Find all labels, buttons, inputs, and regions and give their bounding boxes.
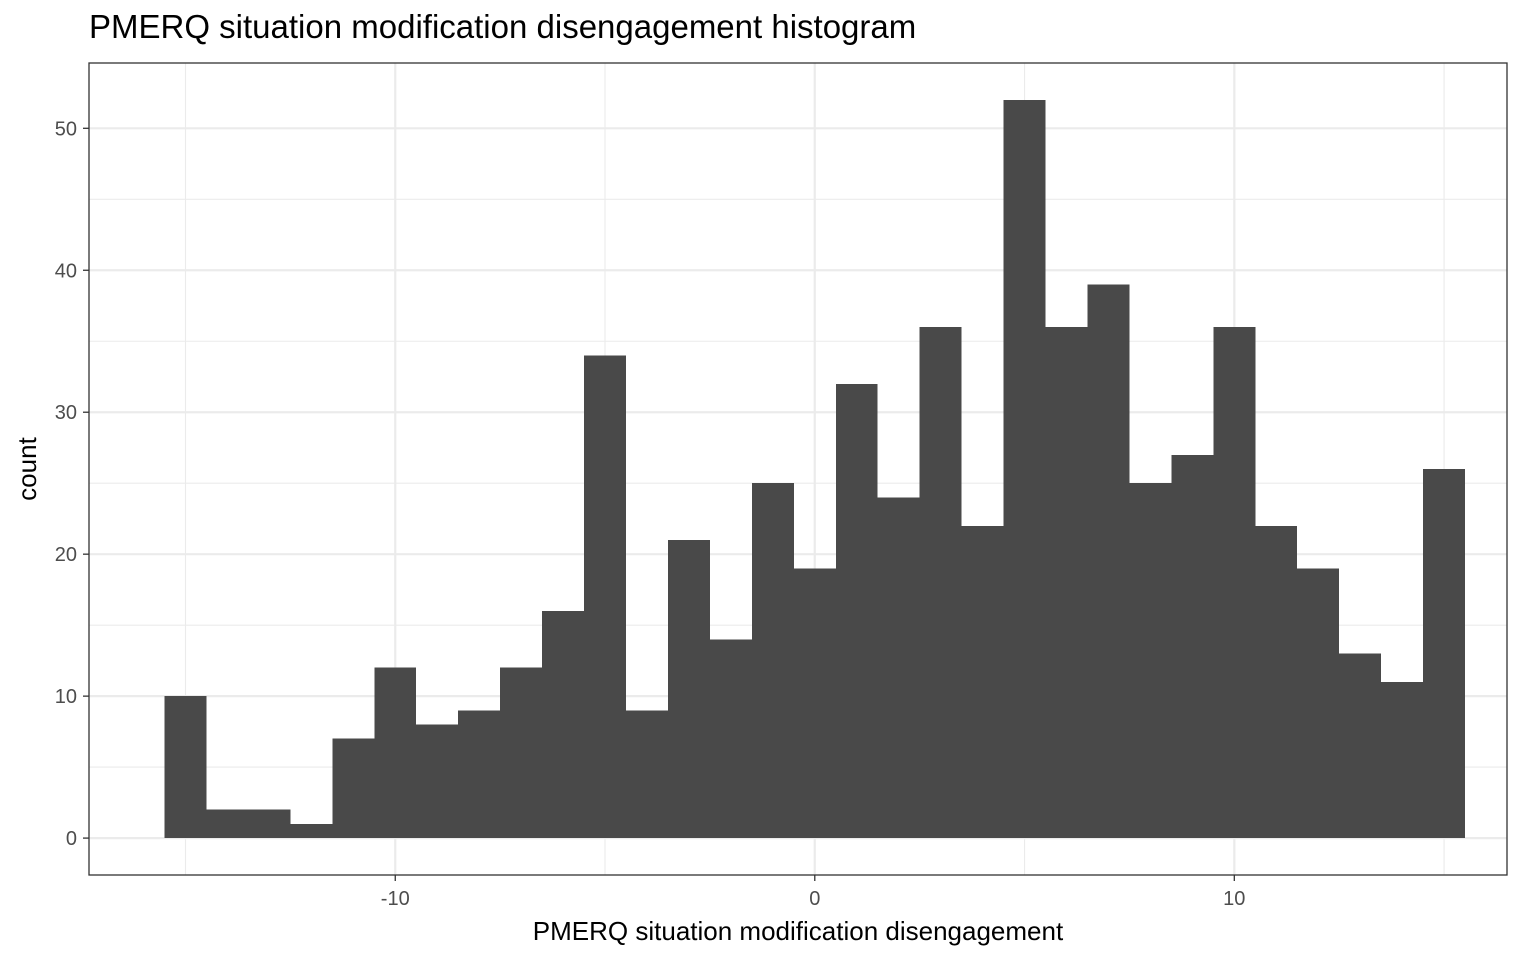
y-tick-label: 20	[55, 544, 77, 566]
histogram-bar	[1339, 653, 1382, 839]
histogram-bar	[500, 667, 543, 839]
x-tick-label: 10	[1223, 888, 1245, 910]
histogram-bar	[1255, 525, 1298, 839]
histogram-bar	[877, 497, 920, 839]
histogram-bar	[248, 809, 291, 839]
histogram-bar	[1129, 483, 1172, 839]
histogram-bar	[332, 738, 375, 839]
histogram-bar	[751, 483, 794, 839]
chart-title: PMERQ situation modification disengageme…	[89, 8, 917, 45]
x-axis-title: PMERQ situation modification disengageme…	[533, 916, 1064, 946]
x-axis-ticks: -10 0 10	[381, 875, 1245, 910]
x-tick-label: 0	[809, 888, 820, 910]
histogram-bars	[164, 99, 1466, 839]
histogram-bar	[1423, 469, 1466, 839]
y-axis-ticks: 0 10 20 30 40 50	[55, 118, 89, 850]
y-tick-label: 30	[55, 402, 77, 424]
histogram-bar	[1003, 99, 1046, 839]
histogram-bar	[709, 639, 752, 839]
histogram-bar	[625, 710, 668, 839]
histogram-bar	[667, 539, 710, 839]
panel-border	[88, 62, 1508, 876]
histogram-bar	[374, 667, 417, 839]
histogram-bar	[542, 610, 585, 839]
histogram-bar	[793, 568, 836, 839]
y-tick-label: 10	[55, 686, 77, 708]
histogram-bar	[1045, 327, 1088, 839]
histogram-bar	[1381, 681, 1424, 839]
histogram-bar	[206, 809, 249, 839]
histogram-bar	[1297, 568, 1340, 839]
histogram-bar	[416, 724, 459, 839]
y-tick-label: 0	[66, 828, 77, 850]
y-tick-label: 40	[55, 260, 77, 282]
histogram-bar	[290, 823, 333, 839]
histogram-bar	[1213, 327, 1256, 839]
histogram-bar	[458, 710, 501, 839]
histogram-bar	[1087, 284, 1130, 839]
histogram-bar	[835, 383, 878, 839]
histogram-bar	[164, 696, 207, 839]
histogram-bar	[1171, 454, 1214, 839]
y-tick-label: 50	[55, 118, 77, 140]
histogram-bar	[919, 327, 962, 839]
histogram-bar	[584, 355, 626, 839]
x-tick-label: -10	[381, 888, 410, 910]
histogram-bar	[961, 525, 1004, 839]
y-axis-title: count	[12, 436, 42, 500]
